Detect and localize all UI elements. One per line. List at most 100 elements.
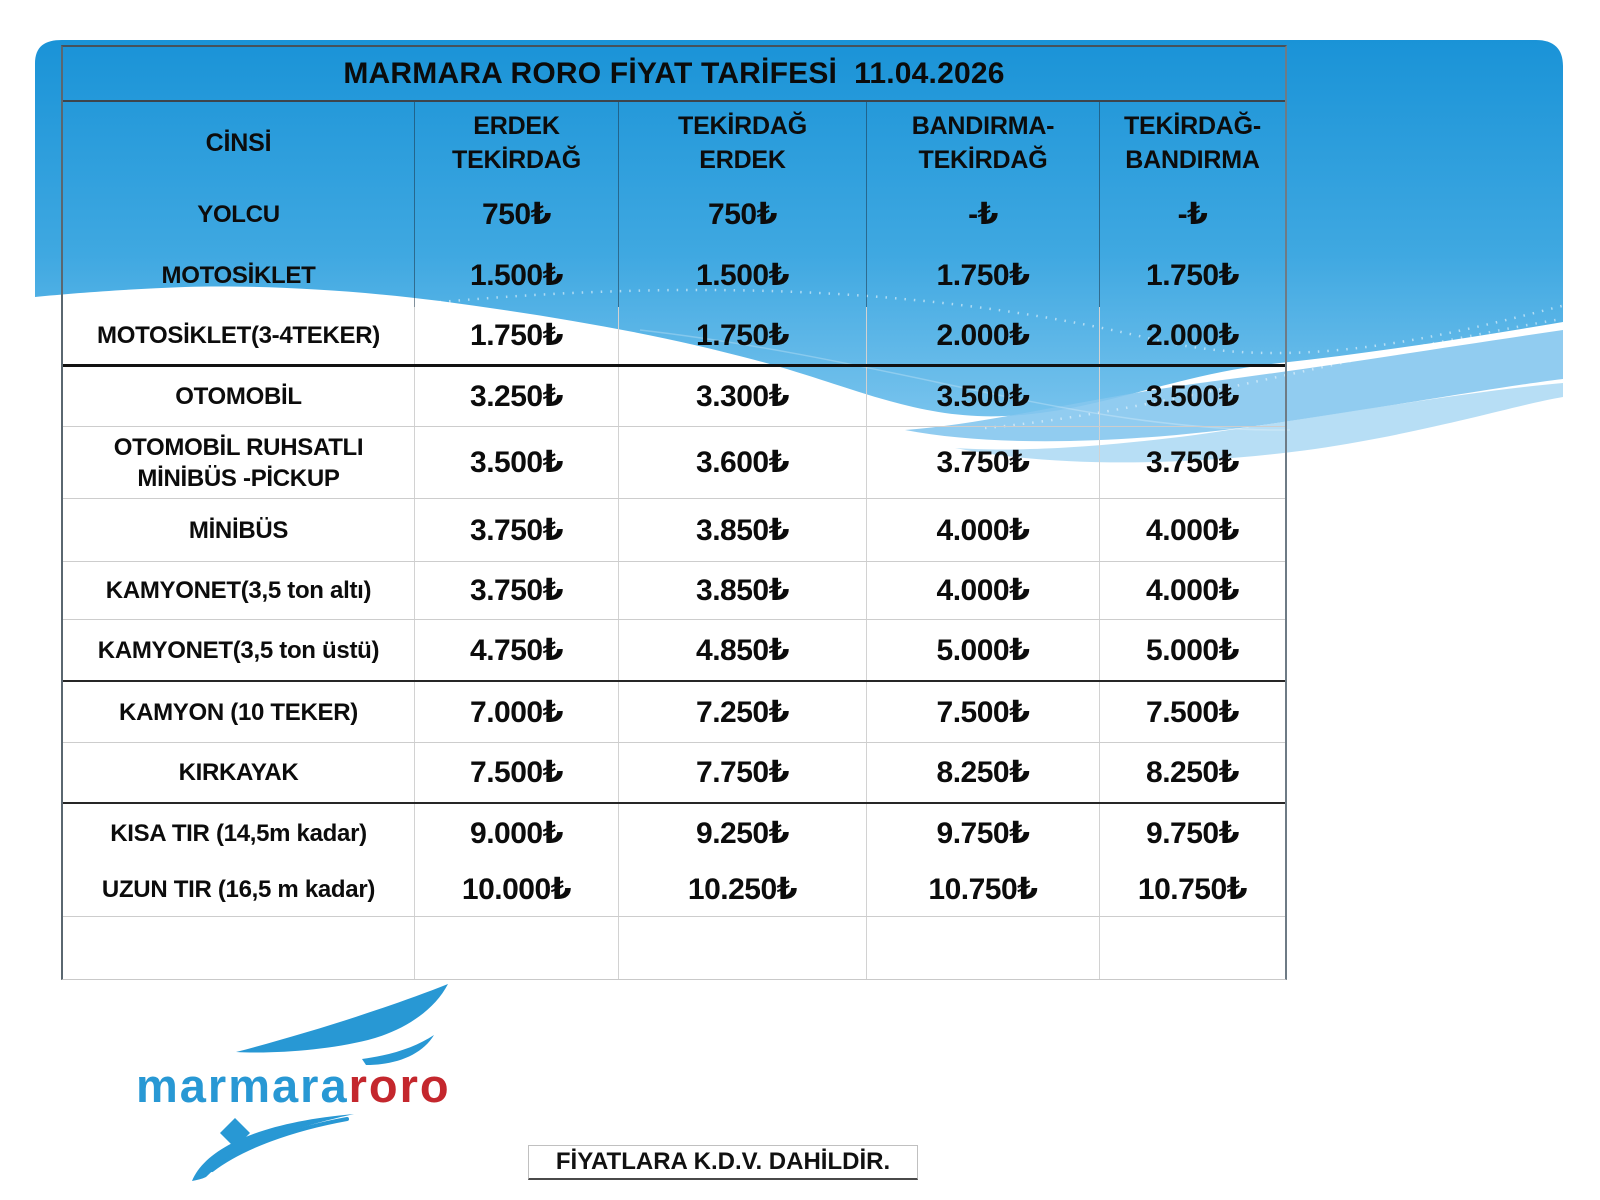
price-cell bbox=[866, 917, 1099, 979]
price-cell: 750₺ bbox=[414, 184, 618, 244]
price-cell: 3.600₺ bbox=[618, 427, 866, 498]
logo-swoosh-line bbox=[210, 1117, 349, 1172]
table-row: OTOMOBİL 3.250₺ 3.300₺ 3.500₺ 3.500₺ bbox=[63, 367, 1285, 427]
row-label: OTOMOBİL RUHSATLI MİNİBÜS -PİCKUP bbox=[113, 433, 364, 492]
price-cell: 3.850₺ bbox=[618, 499, 866, 561]
price-cell: 1.750₺ bbox=[1099, 244, 1285, 307]
price-cell: 4.750₺ bbox=[414, 620, 618, 680]
table-row: KISA TIR (14,5m kadar) 9.000₺ 9.250₺ 9.750₺… bbox=[63, 804, 1285, 862]
price-cell: 7.500₺ bbox=[866, 682, 1099, 742]
table-header-row: CİNSİ ERDEK TEKİRDAĞ TEKİRDAĞ ERDEK BANDIRMA-… bbox=[63, 102, 1285, 184]
price-cell: 9.000₺ bbox=[414, 804, 618, 862]
price-cell: 3.500₺ bbox=[414, 427, 618, 498]
logo-word-roro: roro bbox=[349, 1059, 451, 1112]
table-row: KAMYONET(3,5 ton üstü) 4.750₺ 4.850₺ 5.000₺… bbox=[63, 620, 1285, 682]
logo-diamond bbox=[220, 1118, 250, 1148]
price-cell: 4.000₺ bbox=[866, 562, 1099, 619]
table-row: MİNİBÜS 3.750₺ 3.850₺ 4.000₺ 4.000₺ bbox=[63, 499, 1285, 562]
table-row: MOTOSİKLET 1.500₺ 1.500₺ 1.750₺ 1.750₺ bbox=[63, 244, 1285, 307]
table-row: KAMYONET(3,5 ton altı) 3.750₺ 3.850₺ 4.000₺… bbox=[63, 562, 1285, 620]
price-cell: 2.000₺ bbox=[866, 307, 1099, 364]
price-cell: 9.750₺ bbox=[1099, 804, 1285, 862]
price-cell: 3.850₺ bbox=[618, 562, 866, 619]
price-cell: 4.000₺ bbox=[866, 499, 1099, 561]
table-row: UZUN TIR (16,5 m kadar) 10.000₺ 10.250₺ 10.… bbox=[63, 862, 1285, 917]
table-row: KAMYON (10 TEKER) 7.000₺ 7.250₺ 7.500₺ 7.500… bbox=[63, 682, 1285, 743]
price-cell: 4.000₺ bbox=[1099, 499, 1285, 561]
table-title: MARMARA RORO FİYAT TARİFESİ 11.04.2026 bbox=[63, 47, 1285, 102]
logo-wordmark: marmararoro bbox=[136, 1059, 451, 1112]
price-cell: 3.750₺ bbox=[866, 427, 1099, 498]
table-row bbox=[63, 917, 1285, 979]
price-cell: 4.850₺ bbox=[618, 620, 866, 680]
table-row: YOLCU 750₺ 750₺ -₺ -₺ bbox=[63, 184, 1285, 244]
price-cell: 10.750₺ bbox=[866, 862, 1099, 916]
price-cell: 9.250₺ bbox=[618, 804, 866, 862]
price-cell: 3.500₺ bbox=[1099, 367, 1285, 426]
price-cell: 4.000₺ bbox=[1099, 562, 1285, 619]
column-header: BANDIRMA- TEKİRDAĞ bbox=[866, 102, 1099, 184]
price-cell: 8.250₺ bbox=[866, 743, 1099, 802]
column-header-cinsi: CİNSİ bbox=[205, 129, 272, 157]
price-cell: 10.250₺ bbox=[618, 862, 866, 916]
column-header: TEKİRDAĞ ERDEK bbox=[618, 102, 866, 184]
table-row: OTOMOBİL RUHSATLI MİNİBÜS -PİCKUP 3.500₺ 3.… bbox=[63, 427, 1285, 499]
price-cell: 3.300₺ bbox=[618, 367, 866, 426]
price-cell: 3.750₺ bbox=[1099, 427, 1285, 498]
row-label: YOLCU bbox=[197, 200, 280, 228]
price-cell: 10.750₺ bbox=[1099, 862, 1285, 916]
wave-overlay-mid bbox=[905, 330, 1563, 442]
kdv-note-text: FİYATLARA K.D.V. DAHİLDİR. bbox=[555, 1148, 891, 1175]
price-cell: 7.500₺ bbox=[414, 743, 618, 802]
price-cell: 1.500₺ bbox=[618, 244, 866, 307]
price-cell: 3.750₺ bbox=[414, 499, 618, 561]
column-header: TEKİRDAĞ- BANDIRMA bbox=[1099, 102, 1285, 184]
price-cell: 7.250₺ bbox=[618, 682, 866, 742]
price-cell: -₺ bbox=[1099, 184, 1285, 244]
price-cell: 8.250₺ bbox=[1099, 743, 1285, 802]
price-cell: 1.750₺ bbox=[618, 307, 866, 364]
logo-word-marmara: marmara bbox=[136, 1059, 349, 1112]
logo-upper-swoosh bbox=[236, 984, 448, 1053]
logo-lower-swoosh bbox=[192, 1114, 354, 1181]
row-label: MOTOSİKLET bbox=[161, 262, 316, 289]
logo-beak bbox=[362, 1035, 434, 1065]
price-cell: 3.250₺ bbox=[414, 367, 618, 426]
row-label: OTOMOBİL bbox=[175, 383, 302, 410]
price-cell: 1.750₺ bbox=[866, 244, 1099, 307]
row-label: MOTOSİKLET(3-4TEKER) bbox=[97, 322, 380, 349]
row-label: KAMYON (10 TEKER) bbox=[119, 698, 358, 726]
table-row: KIRKAYAK 7.500₺ 7.750₺ 8.250₺ 8.250₺ bbox=[63, 743, 1285, 804]
price-cell bbox=[1099, 917, 1285, 979]
price-cell: 5.000₺ bbox=[866, 620, 1099, 680]
price-cell: 1.500₺ bbox=[414, 244, 618, 307]
row-label: KAMYONET(3,5 ton altı) bbox=[105, 577, 372, 604]
row-label: UZUN TIR (16,5 m kadar) bbox=[101, 875, 376, 903]
price-cell: 5.000₺ bbox=[1099, 620, 1285, 680]
price-cell: -₺ bbox=[866, 184, 1099, 244]
price-cell: 9.750₺ bbox=[866, 804, 1099, 862]
column-header: ERDEK TEKİRDAĞ bbox=[414, 102, 618, 184]
price-cell: 7.000₺ bbox=[414, 682, 618, 742]
price-cell: 1.750₺ bbox=[414, 307, 618, 364]
price-cell: 7.500₺ bbox=[1099, 682, 1285, 742]
brand-logo: marmararoro bbox=[136, 984, 451, 1181]
price-cell: 3.500₺ bbox=[866, 367, 1099, 426]
kdv-note-box: FİYATLARA K.D.V. DAHİLDİR. bbox=[528, 1145, 918, 1180]
wave-dotted-line-2 bbox=[984, 313, 1586, 430]
price-cell: 10.000₺ bbox=[414, 862, 618, 916]
price-cell: 3.750₺ bbox=[414, 562, 618, 619]
row-label: KISA TIR (14,5m kadar) bbox=[110, 819, 367, 847]
price-cell: 750₺ bbox=[618, 184, 866, 244]
wave-overlay-light bbox=[955, 383, 1563, 463]
row-label: KAMYONET(3,5 ton üstü) bbox=[97, 636, 380, 664]
price-cell: 2.000₺ bbox=[1099, 307, 1285, 364]
table-row: MOTOSİKLET(3-4TEKER) 1.750₺ 1.750₺ 2.000₺ 2.… bbox=[63, 307, 1285, 367]
price-cell: 7.750₺ bbox=[618, 743, 866, 802]
row-label: KIRKAYAK bbox=[178, 759, 299, 786]
price-cell bbox=[414, 917, 618, 979]
row-label: MİNİBÜS bbox=[188, 516, 289, 544]
wave-main bbox=[35, 40, 1563, 417]
